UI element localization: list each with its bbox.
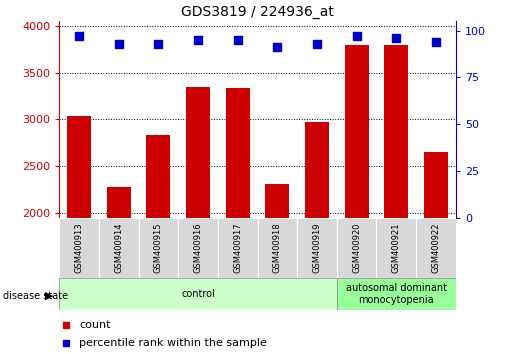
Bar [337, 278, 456, 310]
Text: GSM400915: GSM400915 [154, 223, 163, 273]
Bar [139, 218, 178, 278]
Text: percentile rank within the sample: percentile rank within the sample [79, 338, 267, 348]
Bar [218, 218, 258, 278]
Text: count: count [79, 320, 111, 330]
Bar [59, 218, 99, 278]
Bar [376, 218, 416, 278]
Point [392, 35, 401, 41]
Text: GSM400917: GSM400917 [233, 222, 242, 273]
Point [75, 33, 83, 39]
Point [313, 41, 321, 46]
Text: GSM400914: GSM400914 [114, 223, 123, 273]
Bar [384, 45, 408, 354]
Text: GSM400916: GSM400916 [194, 222, 202, 273]
Bar [265, 184, 289, 354]
Text: GSM400913: GSM400913 [75, 222, 83, 273]
Bar [416, 218, 456, 278]
Bar [67, 116, 91, 354]
Bar [297, 218, 337, 278]
Bar [305, 122, 329, 354]
Bar [258, 218, 297, 278]
Bar [424, 152, 448, 354]
Bar [99, 218, 139, 278]
Bar [107, 187, 131, 354]
Point [194, 37, 202, 43]
Title: GDS3819 / 224936_at: GDS3819 / 224936_at [181, 5, 334, 19]
Bar [59, 278, 337, 310]
Text: GSM400922: GSM400922 [432, 223, 440, 273]
Bar [186, 87, 210, 354]
Point [273, 45, 281, 50]
Bar [345, 45, 369, 354]
Text: ▶: ▶ [45, 291, 54, 301]
Point [432, 39, 440, 45]
Bar [337, 218, 376, 278]
Point [233, 37, 242, 43]
Point [154, 41, 162, 46]
Text: disease state: disease state [3, 291, 67, 301]
Text: GSM400919: GSM400919 [313, 223, 321, 273]
Text: autosomal dominant
monocytopenia: autosomal dominant monocytopenia [346, 283, 447, 305]
Bar [146, 135, 170, 354]
Point [352, 33, 360, 39]
Text: GSM400920: GSM400920 [352, 223, 361, 273]
Text: GSM400921: GSM400921 [392, 223, 401, 273]
Text: GSM400918: GSM400918 [273, 222, 282, 273]
Bar [178, 218, 218, 278]
Text: control: control [181, 289, 215, 299]
Bar [226, 88, 250, 354]
Point [114, 41, 123, 46]
